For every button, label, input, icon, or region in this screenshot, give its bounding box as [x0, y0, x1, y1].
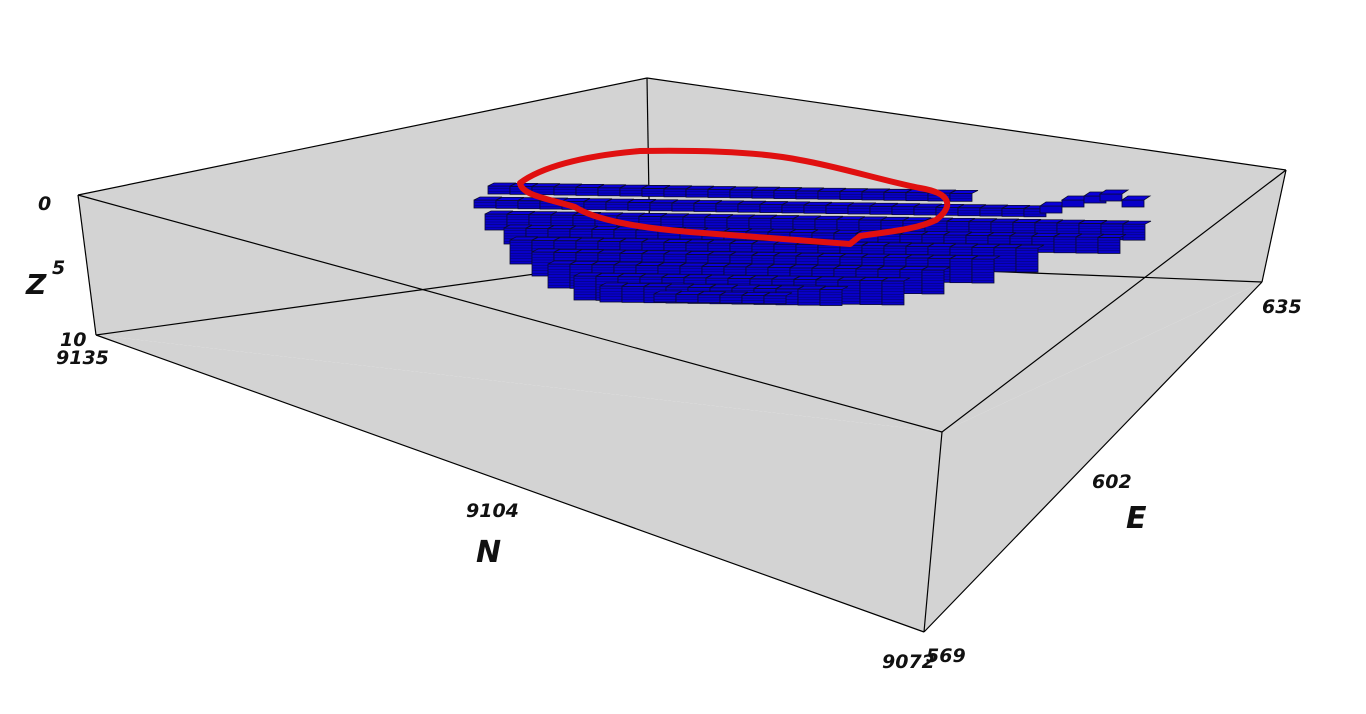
- block-cell: [1015, 244, 1045, 273]
- block-cell: [547, 260, 577, 289]
- block-cell: [993, 244, 1023, 273]
- block-cell: [949, 255, 979, 284]
- n-tick-9104: 9104: [466, 500, 519, 522]
- block-cell: [891, 203, 921, 216]
- block-cell: [859, 277, 889, 305]
- block-cell: [597, 184, 627, 197]
- z-tick-5: 5: [52, 257, 65, 279]
- block-cell: [1038, 201, 1070, 214]
- block-cell: [883, 188, 913, 201]
- block-cell: [619, 184, 649, 197]
- z-tick-0: 0: [38, 193, 51, 215]
- back-left-wall: [78, 78, 650, 335]
- block-cell: [763, 292, 793, 305]
- block-cell: [495, 196, 525, 209]
- block-cell: [1075, 233, 1105, 254]
- block-cell: [1122, 220, 1152, 241]
- block-cell: [971, 255, 1001, 284]
- block-cell: [803, 201, 833, 214]
- block-cell: [795, 187, 825, 200]
- block-cell: [1053, 233, 1083, 254]
- block-cell: [1098, 189, 1130, 202]
- outline-series: [517, 147, 951, 247]
- e-tick-569: 569: [926, 645, 966, 667]
- n-tick-9135: 9135: [56, 347, 109, 369]
- block-cell: [819, 286, 849, 306]
- z-tick-10: 10: [60, 329, 86, 351]
- block-cell: [663, 185, 693, 198]
- block-cell: [627, 199, 657, 211]
- front-floor-face: [96, 335, 942, 632]
- block-cell: [847, 202, 877, 215]
- block-cell: [1097, 234, 1127, 254]
- block-cell: [693, 200, 723, 212]
- e-tick-602: 602: [1092, 471, 1132, 493]
- block-cell: [921, 266, 951, 295]
- e-axis-title: E: [1126, 501, 1147, 536]
- block-cell: [573, 272, 603, 301]
- block-cell: [949, 189, 979, 202]
- block-cell: [881, 277, 911, 306]
- z-axis-title: Z: [25, 268, 47, 301]
- n-axis-title: N: [476, 535, 501, 570]
- e-tick-635: 635: [1262, 296, 1302, 318]
- blocks-series: [473, 182, 1152, 306]
- block-cell: [839, 188, 869, 201]
- block-cell: [1120, 195, 1152, 208]
- block-cell: [641, 185, 671, 197]
- block-cell: [797, 285, 827, 306]
- floor-plane: [96, 258, 1262, 432]
- n-tick-9072: 9072: [882, 651, 935, 673]
- block-cell: [621, 282, 651, 303]
